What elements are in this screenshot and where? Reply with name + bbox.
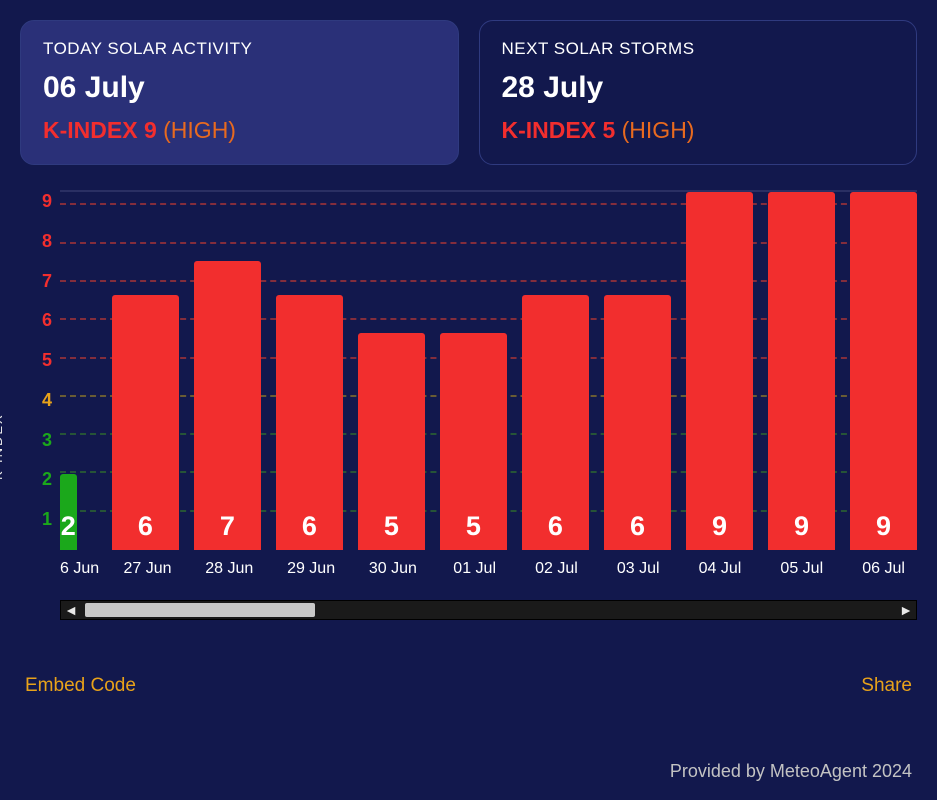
next-kindex: K-INDEX 5 (HIGH): [502, 117, 895, 144]
today-card[interactable]: TODAY SOLAR ACTIVITY 06 July K-INDEX 9 (…: [20, 20, 459, 165]
y-tick: 9: [42, 192, 52, 232]
chart-bar[interactable]: 5: [440, 333, 507, 550]
next-kindex-level: (HIGH): [622, 117, 695, 143]
y-axis-label: K-INDEX: [0, 413, 5, 480]
y-tick: 7: [42, 272, 52, 312]
today-card-date: 06 July: [43, 71, 436, 105]
chart-bar[interactable]: 9: [686, 192, 753, 550]
x-tick: 03 Jul: [605, 560, 672, 578]
chart-bar[interactable]: 5: [358, 333, 425, 550]
y-axis: 987654321: [27, 190, 52, 550]
x-tick: 02 Jul: [523, 560, 590, 578]
x-tick: 05 Jul: [768, 560, 835, 578]
chart-bar[interactable]: 7: [194, 261, 261, 550]
today-kindex-value: K-INDEX 9: [43, 117, 157, 143]
x-tick: 30 Jun: [359, 560, 426, 578]
embed-code-link[interactable]: Embed Code: [25, 675, 136, 697]
y-tick: 2: [42, 470, 52, 510]
chart-plot: 26765566999: [60, 190, 917, 550]
next-card-date: 28 July: [502, 71, 895, 105]
y-tick: 3: [42, 431, 52, 471]
y-tick: 4: [42, 391, 52, 431]
today-kindex-level: (HIGH): [163, 117, 236, 143]
chart-bar[interactable]: 6: [112, 295, 179, 550]
chart-bar[interactable]: 6: [522, 295, 589, 550]
bars-row: 26765566999: [60, 192, 917, 550]
provider-credit: Provided by MeteoAgent 2024: [670, 761, 912, 782]
chart-bar[interactable]: 9: [850, 192, 917, 550]
scroll-right-arrow[interactable]: ►: [896, 601, 916, 619]
scroll-thumb[interactable]: [85, 603, 315, 617]
summary-cards: TODAY SOLAR ACTIVITY 06 July K-INDEX 9 (…: [20, 20, 917, 165]
y-tick: 1: [42, 510, 52, 550]
y-tick: 6: [42, 311, 52, 351]
chart-bar[interactable]: 9: [768, 192, 835, 550]
x-tick: 01 Jul: [441, 560, 508, 578]
today-kindex: K-INDEX 9 (HIGH): [43, 117, 436, 144]
scroll-left-arrow[interactable]: ◄: [61, 601, 81, 619]
x-tick: 6 Jun: [60, 560, 99, 578]
x-tick: 27 Jun: [114, 560, 181, 578]
kindex-chart: 987654321 26765566999 6 Jun27 Jun28 Jun2…: [20, 190, 917, 578]
chart-bar[interactable]: 6: [604, 295, 671, 550]
y-tick: 5: [42, 351, 52, 391]
x-tick: 06 Jul: [850, 560, 917, 578]
today-card-title: TODAY SOLAR ACTIVITY: [43, 39, 436, 59]
chart-bar[interactable]: 2: [60, 474, 77, 550]
x-tick: 29 Jun: [278, 560, 345, 578]
share-link[interactable]: Share: [861, 675, 912, 697]
x-tick: 28 Jun: [196, 560, 263, 578]
chart-bar[interactable]: 6: [276, 295, 343, 550]
next-storm-card[interactable]: NEXT SOLAR STORMS 28 July K-INDEX 5 (HIG…: [479, 20, 918, 165]
y-tick: 8: [42, 232, 52, 272]
x-axis: 6 Jun 27 Jun 28 Jun 29 Jun 30 Jun 01 Jul 02 Ju…: [60, 560, 917, 578]
scrollbar-track[interactable]: ◄ ►: [60, 600, 917, 620]
footer-links: Embed Code Share: [25, 675, 912, 697]
x-tick: 04 Jul: [687, 560, 754, 578]
chart-scrollbar[interactable]: ◄ ►: [60, 600, 917, 620]
next-kindex-value: K-INDEX 5: [502, 117, 616, 143]
next-card-title: NEXT SOLAR STORMS: [502, 39, 895, 59]
